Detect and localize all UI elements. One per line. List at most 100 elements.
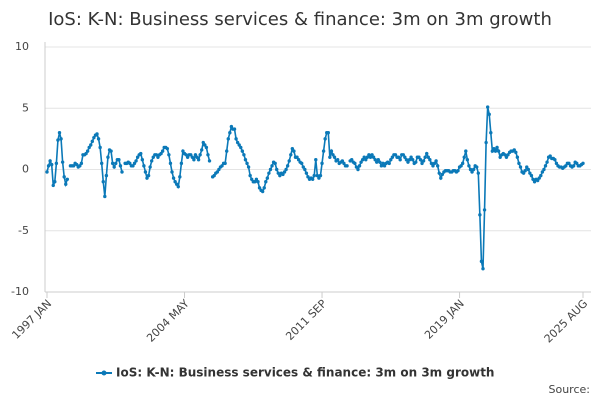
series-line — [46, 106, 584, 269]
point — [360, 158, 365, 162]
point — [317, 176, 321, 180]
point — [456, 169, 460, 173]
point — [314, 158, 318, 162]
point — [96, 137, 101, 141]
point — [267, 171, 271, 175]
point — [206, 153, 210, 157]
point — [101, 180, 105, 184]
point — [435, 164, 440, 168]
point — [117, 158, 121, 162]
point — [262, 186, 266, 190]
point — [109, 149, 113, 153]
point — [567, 161, 571, 166]
point — [518, 165, 523, 169]
point — [243, 158, 248, 162]
point — [425, 151, 429, 156]
point — [253, 180, 257, 184]
point — [362, 155, 366, 159]
point — [234, 137, 238, 141]
point — [148, 165, 152, 169]
point — [467, 164, 471, 168]
point — [289, 153, 293, 157]
point — [48, 159, 52, 163]
point — [196, 158, 201, 162]
point — [239, 145, 243, 150]
point — [159, 151, 163, 156]
point — [190, 155, 195, 159]
point — [356, 167, 360, 172]
point — [65, 177, 70, 181]
point — [517, 161, 521, 166]
point — [375, 160, 379, 164]
point — [79, 161, 84, 166]
point — [306, 175, 310, 179]
point — [503, 153, 507, 157]
point — [173, 180, 177, 184]
point — [389, 158, 393, 162]
point — [315, 173, 320, 178]
point — [232, 127, 237, 131]
point — [90, 139, 95, 144]
y-tick-label: -5 — [18, 224, 29, 237]
x-tick-label: 2025 AUG — [542, 297, 591, 346]
point — [478, 213, 482, 217]
point — [318, 173, 323, 178]
point — [496, 149, 501, 153]
point — [404, 158, 409, 162]
point — [49, 162, 54, 167]
point — [132, 161, 137, 166]
point — [242, 153, 246, 157]
point — [92, 135, 96, 140]
point — [131, 164, 135, 168]
point — [184, 153, 188, 157]
point — [564, 164, 568, 168]
point — [471, 167, 476, 172]
point — [373, 158, 377, 162]
point — [321, 149, 326, 153]
point — [409, 155, 413, 159]
point — [539, 173, 543, 178]
point — [554, 161, 559, 166]
point — [78, 164, 82, 168]
point — [193, 153, 198, 157]
point — [145, 176, 149, 180]
point — [514, 150, 518, 155]
point — [303, 167, 307, 172]
point — [260, 189, 265, 194]
point — [571, 164, 576, 168]
point — [495, 145, 499, 150]
point — [529, 173, 534, 178]
point — [176, 184, 180, 189]
point — [154, 153, 159, 157]
point — [528, 171, 532, 175]
point — [201, 140, 205, 145]
point — [390, 155, 395, 159]
point — [523, 169, 527, 173]
point — [112, 165, 116, 169]
point — [57, 131, 62, 135]
point — [489, 131, 493, 135]
point — [226, 137, 230, 141]
point — [51, 183, 55, 188]
legend-label: IoS: K-N: Business services & finance: 3… — [116, 366, 494, 380]
source: Source: — [549, 383, 591, 396]
point — [553, 158, 557, 162]
point — [548, 154, 552, 158]
point — [189, 153, 193, 157]
point — [62, 175, 66, 179]
point — [175, 182, 179, 186]
point — [167, 153, 171, 157]
point — [268, 167, 273, 172]
point — [323, 137, 327, 141]
point — [406, 160, 410, 164]
point — [140, 158, 145, 162]
point — [365, 155, 370, 159]
point — [407, 158, 412, 162]
point — [139, 151, 143, 156]
point — [215, 170, 220, 174]
point — [335, 158, 340, 162]
point — [354, 165, 359, 169]
point — [151, 155, 155, 159]
legend-marker — [101, 370, 107, 376]
point — [350, 158, 354, 162]
